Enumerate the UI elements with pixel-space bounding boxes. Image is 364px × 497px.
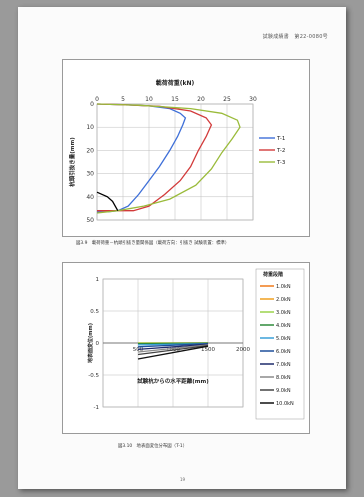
- figure-caption-1: 図3.9 載荷荷重－杭頭引抜き量関係図（載荷方向：引抜き 試験装置：標準）: [76, 241, 230, 246]
- y-tick-label: 20: [86, 147, 94, 154]
- x-tick-label: 25: [223, 96, 231, 103]
- document-page: 試験成績書 第22-0080号 0 5 10 15 20 25 30 0 10 20 30 40 50 載…: [18, 7, 346, 489]
- y-tick-label: 40: [86, 194, 94, 201]
- y-tick-label: -1: [94, 405, 99, 411]
- legend-label: T-2: [276, 148, 285, 154]
- legend-label: 5.0kN: [276, 336, 291, 342]
- y-tick-label: 30: [86, 171, 94, 178]
- series-line: [137, 344, 209, 356]
- series-line: [96, 191, 119, 212]
- x-tick-label: 30: [249, 96, 257, 103]
- ground-displacement-chart: 500 1000 1500 2000 -1 -0.5 0 0.5 1 地表面変位(mm) 試験杭から…: [62, 262, 310, 434]
- series-line: [96, 103, 241, 214]
- legend-label: 7.0kN: [276, 362, 291, 368]
- series-line: [137, 345, 209, 360]
- series-line: [137, 342, 209, 348]
- x-tick-label: 20: [197, 96, 205, 103]
- legend-label: 9.0kN: [276, 388, 291, 394]
- x-tick-label: 5: [121, 96, 125, 103]
- series-line: [96, 103, 187, 213]
- x-tick-label: 0: [95, 96, 99, 103]
- y-tick-label: 0.5: [90, 309, 99, 315]
- legend-label: T-1: [276, 136, 285, 142]
- y-axis-label: 地表面変位(mm): [87, 323, 94, 363]
- y-tick-label: -0.5: [88, 373, 99, 379]
- load-displacement-chart-svg: 0 5 10 15 20 25 30 0 10 20 30 40 50 載荷荷重(kN) 杭頭引抜き量(mm…: [68, 79, 286, 224]
- x-tick-label: 2000: [236, 347, 250, 353]
- legend-box: [255, 268, 305, 420]
- legend-label: 3.0kN: [276, 310, 291, 316]
- legend-label: 10.0kN: [276, 401, 294, 407]
- series-line: [137, 343, 209, 351]
- series-line: [137, 342, 209, 345]
- x-tick-label: 1500: [201, 347, 215, 353]
- x-tick-label: 10: [145, 96, 153, 103]
- page-number: 19: [180, 477, 186, 482]
- load-displacement-chart: 0 5 10 15 20 25 30 0 10 20 30 40 50 載荷荷重(kN) 杭頭引抜き量(mm…: [62, 59, 310, 237]
- chart-title: 載荷荷重(kN): [156, 79, 195, 87]
- x-tick-label: 15: [171, 96, 179, 103]
- legend-label: 1.0kN: [276, 284, 291, 290]
- y-tick-label: 0: [96, 341, 100, 347]
- legend-label: T-3: [276, 160, 286, 166]
- legend-label: 8.0kN: [276, 375, 291, 381]
- ground-displacement-chart-svg: 500 1000 1500 2000-1-0.500.51地表面変位(mm)試験杭から…: [87, 268, 305, 420]
- y-axis-label: 杭頭引抜き量(mm): [68, 137, 76, 187]
- y-tick-label: 0: [90, 101, 94, 108]
- figure-caption-2: 図3.10 地表面変位分布図（T-1）: [118, 444, 188, 449]
- x-axis-label: 試験杭からの水平距離(mm): [137, 377, 209, 385]
- legend-label: 6.0kN: [276, 349, 291, 355]
- y-tick-label: 50: [86, 217, 94, 224]
- legend-title: 荷重段階: [262, 271, 283, 278]
- legend-label: 4.0kN: [276, 323, 291, 329]
- series-line: [137, 344, 209, 353]
- y-tick-label: 10: [86, 124, 94, 131]
- legend-label: 2.0kN: [276, 297, 291, 303]
- y-tick-label: 1: [96, 277, 100, 283]
- document-header: 試験成績書 第22-0080号: [262, 34, 328, 40]
